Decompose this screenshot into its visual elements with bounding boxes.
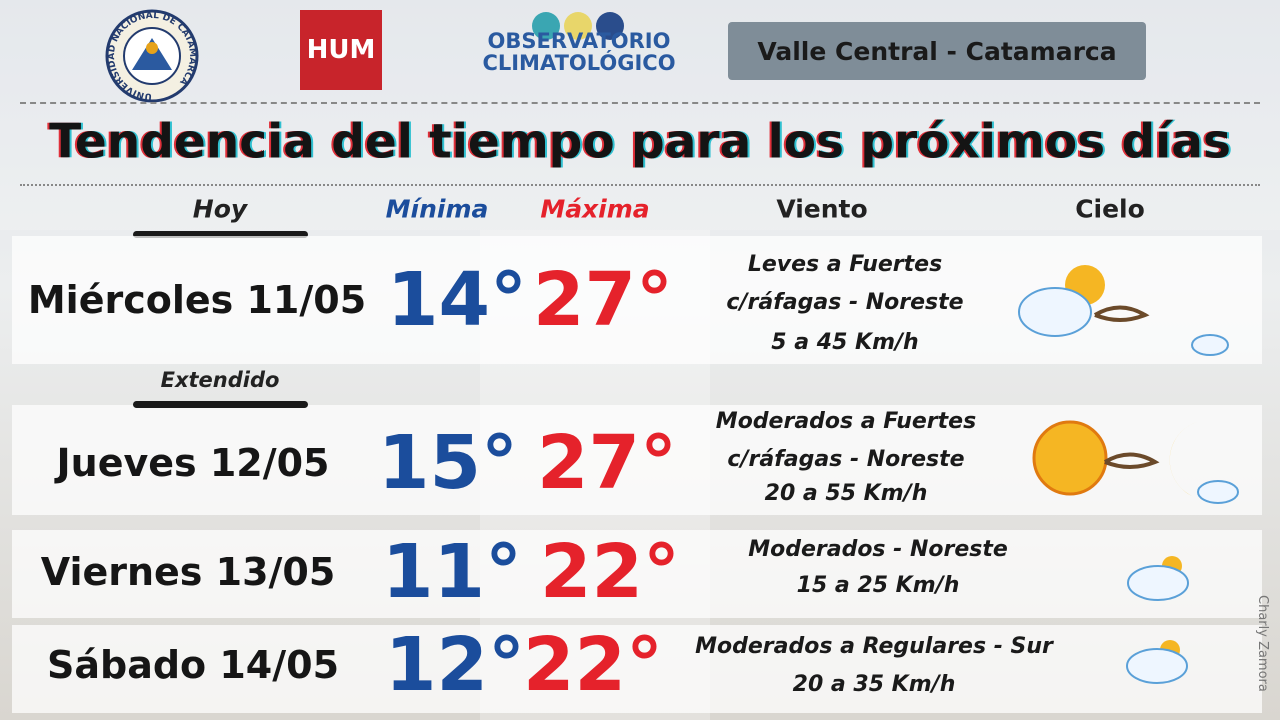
row-background <box>12 530 1262 618</box>
wind-line: 5 a 45 Km/h <box>771 330 919 355</box>
wind-line: Moderados - Noreste <box>748 537 1008 562</box>
observatory-name: OBSERVATORIO CLIMATOLÓGICO <box>482 30 675 74</box>
divider <box>20 184 1260 186</box>
observatory-icons <box>532 12 624 40</box>
credit: Charly Zamora <box>1255 595 1270 692</box>
wind-line: Moderados a Fuertes <box>715 409 977 434</box>
column-header: Hoy <box>192 194 248 224</box>
title: Tendencia del tiempo para los próximos d… <box>49 114 1231 170</box>
observatory-line: OBSERVATORIO <box>487 29 671 53</box>
min-temp: 15° <box>378 420 518 506</box>
column-header: Cielo <box>1075 194 1145 224</box>
day-label: Sábado 14/05 <box>46 643 340 687</box>
wind-line: 20 a 55 Km/h <box>764 481 928 506</box>
wind-line: 15 a 25 Km/h <box>796 573 960 598</box>
max-temp: 27° <box>537 420 677 506</box>
wind-line: c/ráfagas - Noreste <box>726 290 964 315</box>
max-temp: 22° <box>523 622 663 708</box>
underline <box>133 401 308 408</box>
region-badge: Valle Central - Catamarca <box>728 22 1146 80</box>
wind-line: 20 a 35 Km/h <box>792 672 956 697</box>
extended-label: Extendido <box>160 368 280 392</box>
min-temp: 12° <box>385 622 525 708</box>
observatory-line: CLIMATOLÓGICO <box>482 51 676 75</box>
column-header: Máxima <box>540 194 650 224</box>
underline <box>133 231 308 238</box>
column-header: Mínima <box>385 194 489 224</box>
min-temp: 11° <box>382 529 522 615</box>
column-header: Viento <box>776 194 868 224</box>
university-logo: UNIVERSIDAD NACIONAL DE CATAMARCA <box>105 9 199 103</box>
faculty-logo: HUM <box>300 10 382 90</box>
day-label: Miércoles 11/05 <box>27 278 367 322</box>
divider <box>20 102 1260 104</box>
day-label: Viernes 13/05 <box>40 550 336 594</box>
row-background <box>12 625 1262 713</box>
max-temp: 22° <box>540 529 680 615</box>
wind-line: Moderados a Regulares - Sur <box>695 634 1053 659</box>
max-temp: 27° <box>533 257 673 343</box>
day-label: Jueves 12/05 <box>56 441 330 485</box>
wind-line: Leves a Fuertes <box>747 252 943 277</box>
wind-line: c/ráfagas - Noreste <box>727 447 965 472</box>
min-temp: 14° <box>387 257 527 343</box>
